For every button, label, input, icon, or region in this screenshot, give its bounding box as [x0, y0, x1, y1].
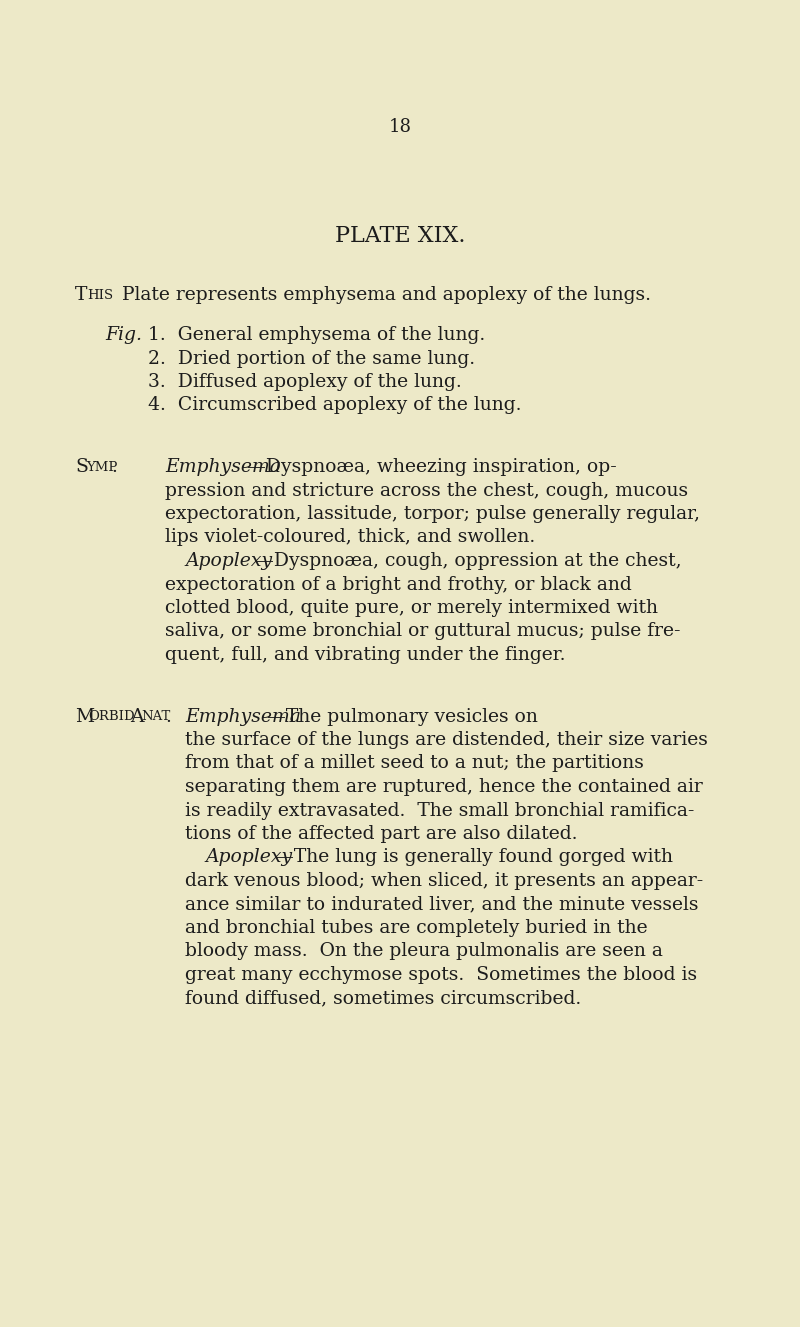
Text: lips violet-coloured, thick, and swollen.: lips violet-coloured, thick, and swollen… — [165, 528, 535, 547]
Text: A: A — [130, 707, 143, 726]
Text: HIS: HIS — [87, 289, 113, 303]
Text: found diffused, sometimes circumscribed.: found diffused, sometimes circumscribed. — [185, 990, 582, 1007]
Text: ORBID: ORBID — [88, 710, 134, 723]
Text: expectoration of a bright and frothy, or black and: expectoration of a bright and frothy, or… — [165, 576, 632, 593]
Text: .: . — [111, 458, 117, 476]
Text: great many ecchymose spots.  Sometimes the blood is: great many ecchymose spots. Sometimes th… — [185, 966, 697, 985]
Text: from that of a millet seed to a nut; the partitions: from that of a millet seed to a nut; the… — [185, 755, 644, 772]
Text: Apoplexy: Apoplexy — [205, 848, 292, 867]
Text: dark venous blood; when sliced, it presents an appear-: dark venous blood; when sliced, it prese… — [185, 872, 703, 890]
Text: —The lung is generally found gorged with: —The lung is generally found gorged with — [275, 848, 673, 867]
Text: and bronchial tubes are completely buried in the: and bronchial tubes are completely burie… — [185, 920, 648, 937]
Text: clotted blood, quite pure, or merely intermixed with: clotted blood, quite pure, or merely int… — [165, 598, 658, 617]
Text: Apoplexy: Apoplexy — [185, 552, 272, 571]
Text: tions of the affected part are also dilated.: tions of the affected part are also dila… — [185, 825, 578, 843]
Text: Emphysema: Emphysema — [185, 707, 301, 726]
Text: —Dyspnoæa, wheezing inspiration, op-: —Dyspnoæa, wheezing inspiration, op- — [247, 458, 617, 476]
Text: 1.  General emphysema of the lung.: 1. General emphysema of the lung. — [148, 326, 486, 344]
Text: NAT: NAT — [141, 710, 170, 723]
Text: 4.  Circumscribed apoplexy of the lung.: 4. Circumscribed apoplexy of the lung. — [148, 397, 522, 414]
Text: YMP: YMP — [86, 460, 118, 474]
Text: 18: 18 — [389, 118, 411, 135]
Text: M: M — [75, 707, 94, 726]
Text: ance similar to indurated liver, and the minute vessels: ance similar to indurated liver, and the… — [185, 896, 698, 913]
Text: quent, full, and vibrating under the finger.: quent, full, and vibrating under the fin… — [165, 646, 566, 664]
Text: Fig.: Fig. — [105, 326, 142, 344]
Text: 2.  Dried portion of the same lung.: 2. Dried portion of the same lung. — [148, 349, 475, 368]
Text: the surface of the lungs are distended, their size varies: the surface of the lungs are distended, … — [185, 731, 708, 748]
Text: .: . — [165, 707, 171, 726]
Text: Plate represents emphysema and apoplexy of the lungs.: Plate represents emphysema and apoplexy … — [116, 287, 651, 304]
Text: Emphysema: Emphysema — [165, 458, 281, 476]
Text: 3.  Diffused apoplexy of the lung.: 3. Diffused apoplexy of the lung. — [148, 373, 462, 391]
Text: bloody mass.  On the pleura pulmonalis are seen a: bloody mass. On the pleura pulmonalis ar… — [185, 942, 663, 961]
Text: —Dyspnoæa, cough, oppression at the chest,: —Dyspnoæa, cough, oppression at the ches… — [255, 552, 682, 571]
Text: saliva, or some bronchial or guttural mucus; pulse fre-: saliva, or some bronchial or guttural mu… — [165, 622, 681, 641]
Text: PLATE XIX.: PLATE XIX. — [334, 226, 466, 247]
Text: separating them are ruptured, hence the contained air: separating them are ruptured, hence the … — [185, 778, 702, 796]
Text: expectoration, lassitude, torpor; pulse generally regular,: expectoration, lassitude, torpor; pulse … — [165, 506, 700, 523]
Text: —The pulmonary vesicles on: —The pulmonary vesicles on — [267, 707, 538, 726]
Text: pression and stricture across the chest, cough, mucous: pression and stricture across the chest,… — [165, 482, 688, 499]
Text: T: T — [75, 287, 87, 304]
Text: is readily extravasated.  The small bronchial ramifica-: is readily extravasated. The small bronc… — [185, 802, 694, 820]
Text: S: S — [75, 458, 88, 476]
